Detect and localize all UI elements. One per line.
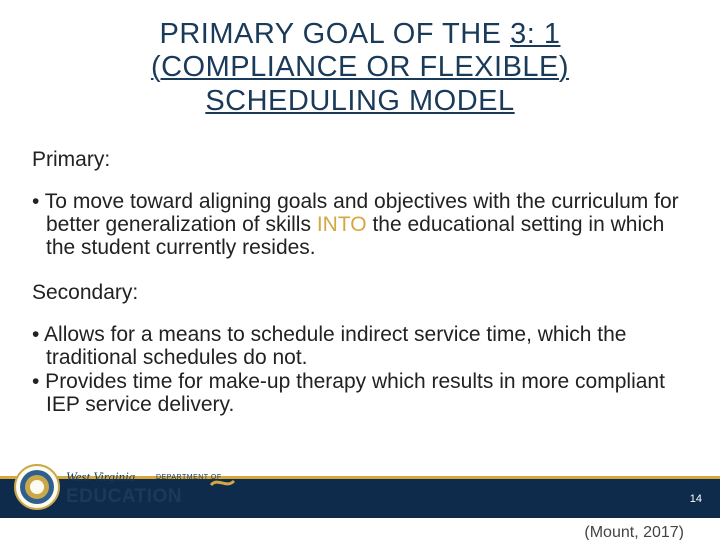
primary-bullet: • To move toward aligning goals and obje…	[32, 190, 688, 259]
page-number: 14	[690, 493, 702, 505]
slide: PRIMARY GOAL OF THE 3: 1 (COMPLIANCE OR …	[0, 0, 720, 540]
logo-swoosh-icon	[211, 481, 234, 485]
state-seal-icon	[14, 464, 60, 510]
logo-dept-text: DEPARTMENT OF	[156, 474, 222, 481]
primary-label: Primary:	[32, 148, 688, 172]
secondary-bullet-2: • Provides time for make-up therapy whic…	[32, 370, 688, 416]
title-line2: (COMPLIANCE OR FLEXIBLE)	[151, 51, 569, 83]
title-underlined: 3: 1	[510, 18, 560, 50]
primary-into: INTO	[317, 213, 367, 236]
wv-education-wordmark-icon: West Virginia DEPARTMENT OF EDUCATION	[66, 467, 236, 507]
title-pre: PRIMARY GOAL OF THE	[160, 18, 511, 50]
slide-body: Primary: • To move toward aligning goals…	[0, 124, 720, 416]
secondary-bullet-1: • Allows for a means to schedule indirec…	[32, 323, 688, 369]
logo-state-text: West Virginia	[66, 469, 136, 484]
citation: (Mount, 2017)	[584, 524, 684, 540]
title-line3: SCHEDULING MODEL	[205, 85, 514, 117]
secondary-bullet-block: • Allows for a means to schedule indirec…	[32, 323, 688, 415]
slide-title: PRIMARY GOAL OF THE 3: 1 (COMPLIANCE OR …	[0, 0, 720, 124]
wv-education-logo: West Virginia DEPARTMENT OF EDUCATION	[14, 464, 236, 510]
primary-bullet-block: • To move toward aligning goals and obje…	[32, 190, 688, 259]
logo-edu-text: EDUCATION	[66, 486, 182, 507]
secondary-label: Secondary:	[32, 281, 688, 305]
footer-bar: 14 West Virginia DEPARTMENT OF EDUCATION	[0, 476, 720, 518]
